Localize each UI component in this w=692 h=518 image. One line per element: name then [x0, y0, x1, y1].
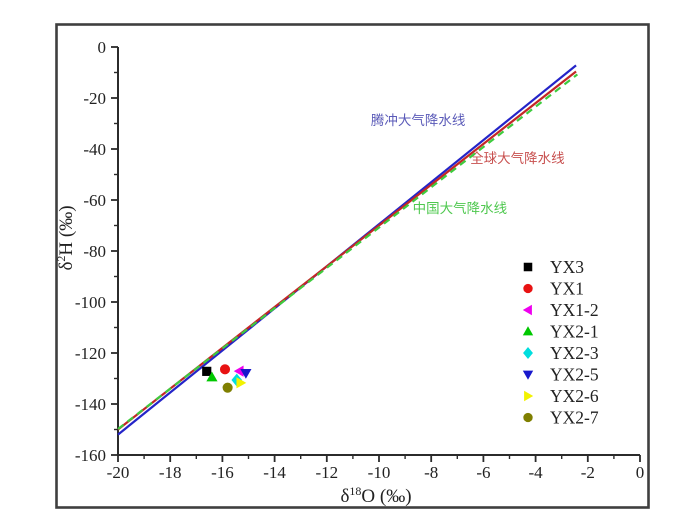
y-tick-label: -20 — [83, 89, 106, 108]
y-axis-title: δ2H (‰) — [54, 205, 77, 270]
point-YX2-7-circle — [222, 382, 233, 393]
x-tick-label: -12 — [315, 463, 338, 482]
x-tick-label: -10 — [368, 463, 391, 482]
x-tick-label: -18 — [159, 463, 182, 482]
legend-marker-circle — [523, 283, 533, 294]
x-tick-label: 0 — [636, 463, 645, 482]
legend-marker-circle — [523, 412, 533, 423]
meteoric-line — [117, 73, 579, 430]
legend-marker-triangle-left — [522, 304, 532, 316]
x-tick-label: -8 — [424, 463, 438, 482]
legend-label: YX2-1 — [550, 322, 599, 342]
x-axis-title: δ18O (‰) — [340, 484, 411, 507]
x-tick-label: -14 — [263, 463, 286, 482]
point-YX2-5-triangle-down — [240, 368, 252, 379]
meteoric-line-label: 腾冲大气降水线 — [371, 112, 466, 129]
y-tick-label: -140 — [75, 395, 106, 414]
legend-marker-triangle-right — [524, 390, 534, 402]
x-tick-label: -2 — [581, 463, 595, 482]
point-YX3-square — [202, 366, 212, 376]
x-tick-label: -6 — [476, 463, 490, 482]
meteoric-line-label: 全球大气降水线 — [470, 150, 565, 167]
x-tick-label: -4 — [529, 463, 544, 482]
point-YX1-circle — [219, 364, 231, 375]
legend-label: YX2-7 — [550, 408, 599, 428]
legend-label: YX2-3 — [550, 343, 599, 363]
y-tick-label: -120 — [75, 344, 106, 363]
legend-label: YX1 — [550, 279, 584, 299]
point-YX1-2-triangle-left — [233, 365, 244, 377]
point-YX2-1-triangle-up — [206, 371, 218, 382]
y-tick-label: -160 — [75, 446, 106, 465]
legend-marker-triangle-down — [522, 370, 534, 380]
legend-marker-square — [523, 262, 533, 272]
y-tick-label: 0 — [98, 38, 107, 57]
y-tick-label: -80 — [83, 242, 106, 261]
y-tick-label: -40 — [83, 140, 106, 159]
point-YX2-6-triangle-right — [236, 377, 247, 389]
legend-label: YX1-2 — [550, 300, 599, 320]
legend-label: YX3 — [550, 257, 584, 277]
x-tick-label: -16 — [211, 463, 234, 482]
y-tick-label: -100 — [75, 293, 106, 312]
x-tick-label: -20 — [107, 463, 130, 482]
legend-marker-diamond — [523, 347, 533, 359]
y-tick-label: -60 — [83, 191, 106, 210]
legend-label: YX2-5 — [550, 365, 599, 385]
meteoric-line-label: 中国大气降水线 — [413, 201, 508, 217]
legend-label: YX2-6 — [550, 386, 599, 406]
legend-marker-triangle-up — [522, 326, 534, 336]
figure-frame — [55, 23, 650, 509]
